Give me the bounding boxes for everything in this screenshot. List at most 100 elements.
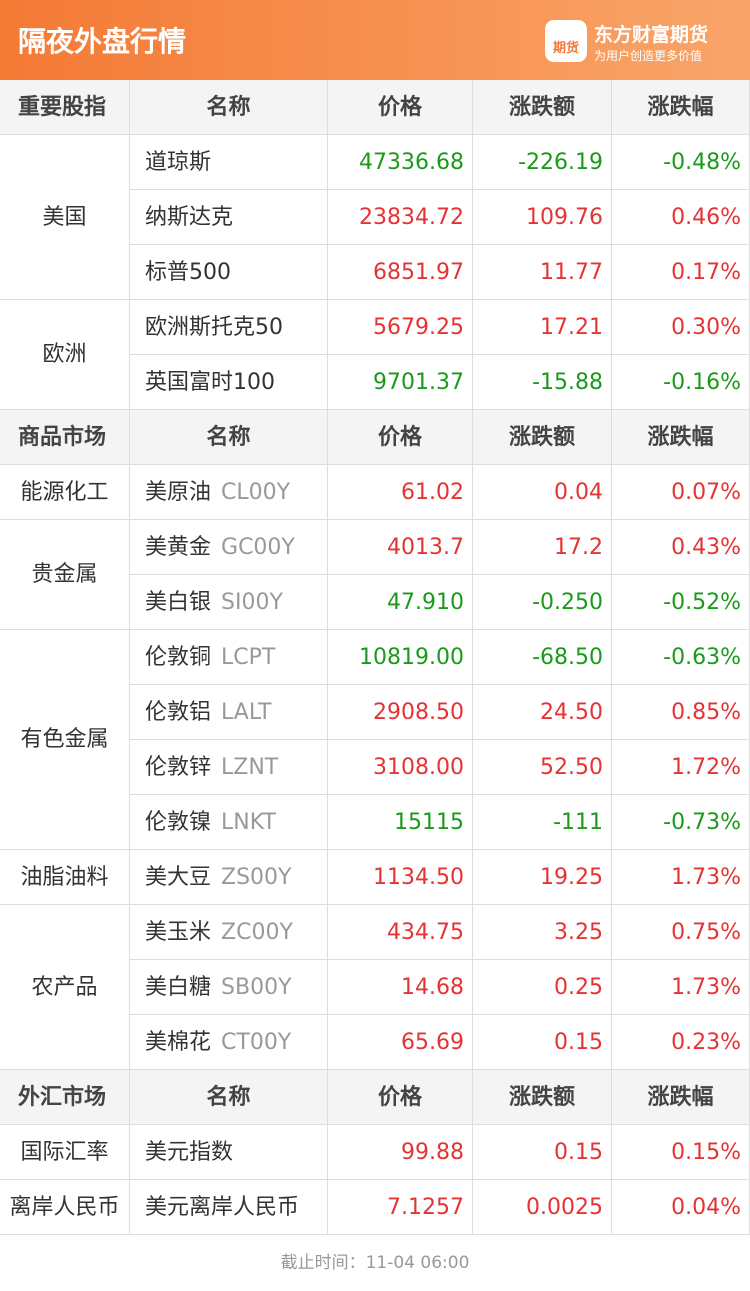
change: 0.15 [473, 1125, 612, 1180]
name: 伦敦铜 [145, 645, 212, 670]
column-header: 外汇市场 [0, 1070, 130, 1125]
price: 10819.00 [328, 630, 473, 685]
pct: 0.30% [612, 300, 750, 355]
group-label: 国际汇率 [0, 1125, 130, 1180]
name: 美原油 [145, 480, 212, 505]
pct: 0.85% [612, 685, 750, 740]
code: LALT [221, 700, 272, 725]
pct: 1.72% [612, 740, 750, 795]
name: 道琼斯 [145, 150, 212, 175]
change: -226.19 [473, 135, 612, 190]
name-cell: 美棉花 CT00Y [130, 1015, 328, 1070]
name: 美白糖 [145, 975, 212, 1000]
pct: -0.52% [612, 575, 750, 630]
column-header: 涨跌额 [473, 410, 612, 465]
name: 美元离岸人民币 [145, 1195, 300, 1220]
group-label: 离岸人民币 [0, 1180, 130, 1235]
column-header: 名称 [130, 410, 328, 465]
change: -0.250 [473, 575, 612, 630]
price: 47.910 [328, 575, 473, 630]
name: 伦敦铝 [145, 700, 212, 725]
name-cell: 伦敦镍 LNKT [130, 795, 328, 850]
price: 65.69 [328, 1015, 473, 1070]
change: 0.0025 [473, 1180, 612, 1235]
group-label: 美国 [0, 135, 130, 300]
code: SI00Y [221, 590, 283, 615]
name-cell: 美白糖 SB00Y [130, 960, 328, 1015]
column-header: 名称 [130, 1070, 328, 1125]
price: 23834.72 [328, 190, 473, 245]
code: CL00Y [221, 480, 291, 505]
code: GC00Y [221, 535, 295, 560]
name: 美大豆 [145, 865, 212, 890]
name-cell: 伦敦铜 LCPT [130, 630, 328, 685]
column-header: 名称 [130, 80, 328, 135]
column-header: 重要股指 [0, 80, 130, 135]
change: 0.15 [473, 1015, 612, 1070]
price: 6851.97 [328, 245, 473, 300]
name-cell: 纳斯达克 [130, 190, 328, 245]
price: 5679.25 [328, 300, 473, 355]
name: 美棉花 [145, 1030, 212, 1055]
name-cell: 标普500 [130, 245, 328, 300]
pct: 0.07% [612, 465, 750, 520]
column-header: 商品市场 [0, 410, 130, 465]
name-cell: 美白银 SI00Y [130, 575, 328, 630]
change: -15.88 [473, 355, 612, 410]
column-header: 涨跌幅 [612, 410, 750, 465]
change: -68.50 [473, 630, 612, 685]
slogan: 为用户创造更多价值 [594, 49, 703, 63]
name-cell: 美玉米 ZC00Y [130, 905, 328, 960]
pct: -0.73% [612, 795, 750, 850]
pct: 0.43% [612, 520, 750, 575]
group-label: 农产品 [0, 905, 130, 1070]
pct: 1.73% [612, 960, 750, 1015]
price: 4013.7 [328, 520, 473, 575]
price: 14.68 [328, 960, 473, 1015]
pct: -0.16% [612, 355, 750, 410]
name-cell: 美元指数 [130, 1125, 328, 1180]
price: 9701.37 [328, 355, 473, 410]
change: 109.76 [473, 190, 612, 245]
pct: 0.46% [612, 190, 750, 245]
name-cell: 英国富时100 [130, 355, 328, 410]
price: 61.02 [328, 465, 473, 520]
pct: 0.17% [612, 245, 750, 300]
column-header: 涨跌额 [473, 1070, 612, 1125]
name-cell: 欧洲斯托克50 [130, 300, 328, 355]
column-header: 涨跌幅 [612, 80, 750, 135]
pct: -0.48% [612, 135, 750, 190]
change: 24.50 [473, 685, 612, 740]
name-cell: 伦敦铝 LALT [130, 685, 328, 740]
code: CT00Y [221, 1030, 292, 1055]
name: 标普500 [145, 260, 231, 285]
code: LZNT [221, 755, 279, 780]
group-label: 欧洲 [0, 300, 130, 410]
name-cell: 美原油 CL00Y [130, 465, 328, 520]
code: SB00Y [221, 975, 292, 1000]
column-header: 价格 [328, 80, 473, 135]
price: 3108.00 [328, 740, 473, 795]
group-label: 贵金属 [0, 520, 130, 630]
name: 美元指数 [145, 1140, 234, 1165]
name: 英国富时100 [145, 370, 275, 395]
column-header: 价格 [328, 410, 473, 465]
change: 17.2 [473, 520, 612, 575]
name: 美黄金 [145, 535, 212, 560]
name: 美玉米 [145, 920, 212, 945]
change: -111 [473, 795, 612, 850]
name-cell: 美黄金 GC00Y [130, 520, 328, 575]
pct: 0.15% [612, 1125, 750, 1180]
brand: 东方财富期货 [594, 24, 709, 46]
code: LCPT [221, 645, 276, 670]
name: 欧洲斯托克50 [145, 315, 283, 340]
column-header: 涨跌幅 [612, 1070, 750, 1125]
group-label: 能源化工 [0, 465, 130, 520]
name: 美白银 [145, 590, 212, 615]
price: 99.88 [328, 1125, 473, 1180]
group-label: 油脂油料 [0, 850, 130, 905]
pct: -0.63% [612, 630, 750, 685]
change: 52.50 [473, 740, 612, 795]
name: 伦敦锌 [145, 755, 212, 780]
